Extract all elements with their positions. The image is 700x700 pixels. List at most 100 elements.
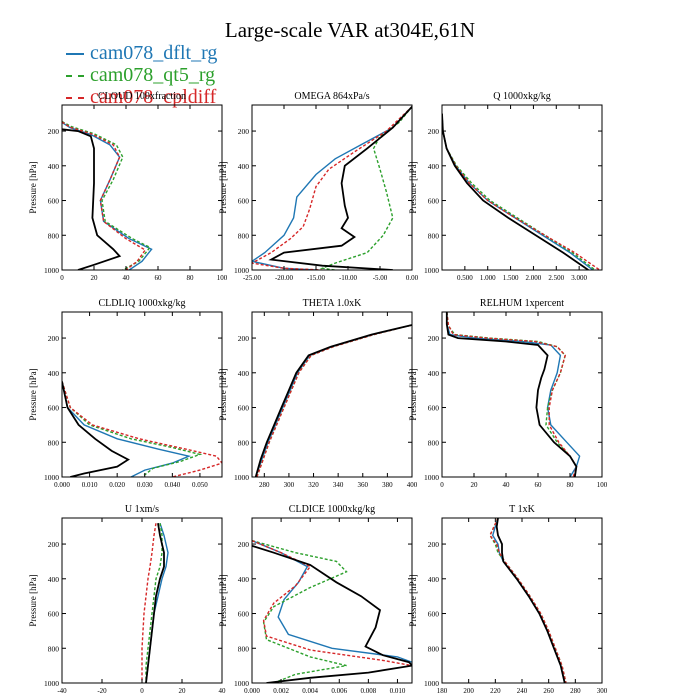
x-tick-label: 0.00: [406, 274, 419, 282]
series-line-cam078_cpldiff: [252, 539, 412, 667]
x-tick-label: 60: [155, 274, 163, 282]
series-line-cam078_cpldiff: [446, 312, 578, 477]
x-tick-label: 0: [440, 481, 444, 489]
series-line-cam078_cpldiff: [489, 518, 567, 683]
series-line-reference: [254, 324, 412, 477]
y-axis-label: Pressure [hPa]: [408, 161, 418, 213]
y-tick-label: 600: [48, 610, 60, 619]
y-tick-label: 400: [48, 162, 60, 171]
panel-title: CLDLIQ 1000xkg/kg: [99, 298, 186, 309]
x-tick-label: 400: [407, 481, 418, 489]
y-tick-label: 1000: [424, 679, 439, 688]
x-tick-label: -15.00: [307, 274, 326, 282]
y-tick-label: 200: [238, 334, 250, 343]
series-line-cam078_cpldiff: [256, 324, 412, 477]
series-line-reference: [62, 128, 122, 270]
y-tick-label: 200: [48, 127, 60, 136]
y-axis-label: Pressure [hPa]: [218, 368, 228, 420]
x-tick-label: 20: [471, 481, 479, 489]
x-tick-label: 3.000: [571, 274, 587, 282]
series-line-reference: [442, 113, 589, 270]
series-line-cam078_qt5_rg: [252, 539, 348, 683]
series-line-cam078_dflt_rg: [446, 312, 581, 477]
x-tick-label: 340: [333, 481, 344, 489]
x-tick-label: 220: [490, 687, 501, 695]
series-line-cam078_cpldiff: [141, 523, 157, 683]
y-tick-label: 1000: [424, 266, 439, 275]
y-tick-label: 400: [238, 369, 250, 378]
series-line-cam078_cpldiff: [62, 381, 222, 477]
x-tick-label: 280: [259, 481, 270, 489]
y-axis-label: Pressure [hPa]: [28, 574, 38, 626]
x-tick-label: 200: [463, 687, 474, 695]
x-tick-label: -40: [57, 687, 67, 695]
y-axis-label: Pressure [hPa]: [28, 368, 38, 420]
y-tick-label: 400: [48, 369, 60, 378]
x-tick-label: 20: [179, 687, 187, 695]
y-tick-label: 200: [238, 540, 250, 549]
series-line-cam078_qt5_rg: [256, 324, 412, 477]
y-tick-label: 200: [428, 540, 440, 549]
series-line-cam078_dflt_rg: [252, 106, 412, 270]
y-tick-label: 600: [238, 404, 250, 413]
series-line-cam078_qt5_rg: [62, 120, 152, 270]
x-tick-label: 300: [597, 687, 608, 695]
x-tick-label: 20: [91, 274, 99, 282]
x-tick-label: 300: [284, 481, 295, 489]
panel-5: THETA 1.0xK 200 400 600 800 1000 Pressure [hPa…: [218, 298, 418, 489]
y-tick-label: 800: [238, 438, 250, 447]
y-tick-label: 400: [238, 575, 250, 584]
panel-frame: [441, 517, 603, 684]
panel-frame: [251, 517, 413, 684]
y-tick-label: 800: [428, 438, 440, 447]
panel-1: CLOUD 100xfraction2004006008001000Pressu…: [28, 91, 228, 282]
panel-2: OMEGA 864xPa/s 200 400 600 800 1000 Pressure […: [218, 91, 419, 282]
y-tick-label: 1000: [44, 473, 59, 482]
panel-title: OMEGA 864xPa/s: [294, 91, 369, 102]
legend-item-cpldiff: cam078_cpldiff: [66, 86, 326, 108]
y-axis-label: Pressure [hPa]: [218, 161, 228, 213]
panel-frame: [441, 104, 603, 271]
legend-swatch-cpldiff: [66, 97, 84, 99]
y-tick-label: 400: [428, 162, 440, 171]
y-tick-label: 400: [238, 162, 250, 171]
series-line-cam078_cpldiff: [442, 113, 601, 270]
x-tick-label: 1.000: [480, 274, 496, 282]
x-tick-label: -20.00: [275, 274, 294, 282]
y-tick-label: 600: [428, 610, 440, 619]
x-tick-label: 0.010: [82, 481, 98, 489]
figure-title: Large-scale VAR at304E,61N: [224, 18, 476, 42]
panel-6: RELHUM 1xpercent2004006008001000Pressure…: [408, 298, 608, 489]
panel-4: CLDLIQ 1000xkg/kg 200 400 600 800 1000 Pressur…: [28, 298, 223, 489]
x-tick-label: 100: [217, 274, 228, 282]
x-tick-label: 40: [503, 481, 511, 489]
series-line-cam078_dflt_rg: [442, 113, 594, 270]
x-tick-label: 0.030: [137, 481, 153, 489]
panel-title: T 1xK: [509, 504, 535, 515]
x-tick-label: 180: [437, 687, 448, 695]
panel-title: CLOUD 100xfraction: [98, 91, 186, 102]
series-line-cam078_dflt_rg: [62, 381, 192, 477]
x-tick-label: 100: [597, 481, 608, 489]
x-tick-label: 0.500: [457, 274, 473, 282]
x-tick-label: 380: [382, 481, 393, 489]
x-tick-label: 0.000: [244, 687, 260, 695]
panel-title: U 1xm/s: [125, 504, 159, 515]
x-tick-label: 1.500: [503, 274, 519, 282]
y-tick-label: 1000: [44, 679, 59, 688]
y-tick-label: 1000: [44, 266, 59, 275]
x-tick-label: 0: [60, 274, 64, 282]
y-tick-label: 200: [48, 334, 60, 343]
y-tick-label: 1000: [424, 473, 439, 482]
panel-frame: [441, 311, 603, 478]
panel-frame: [251, 311, 413, 478]
y-tick-label: 800: [238, 231, 250, 240]
y-tick-label: 600: [238, 197, 250, 206]
legend-swatch-qt5: [66, 75, 84, 77]
y-tick-label: 1000: [234, 473, 249, 482]
y-axis-label: Pressure [hPa]: [218, 574, 228, 626]
x-tick-label: 2.000: [526, 274, 542, 282]
series-line-cam078_qt5_rg: [145, 523, 163, 683]
